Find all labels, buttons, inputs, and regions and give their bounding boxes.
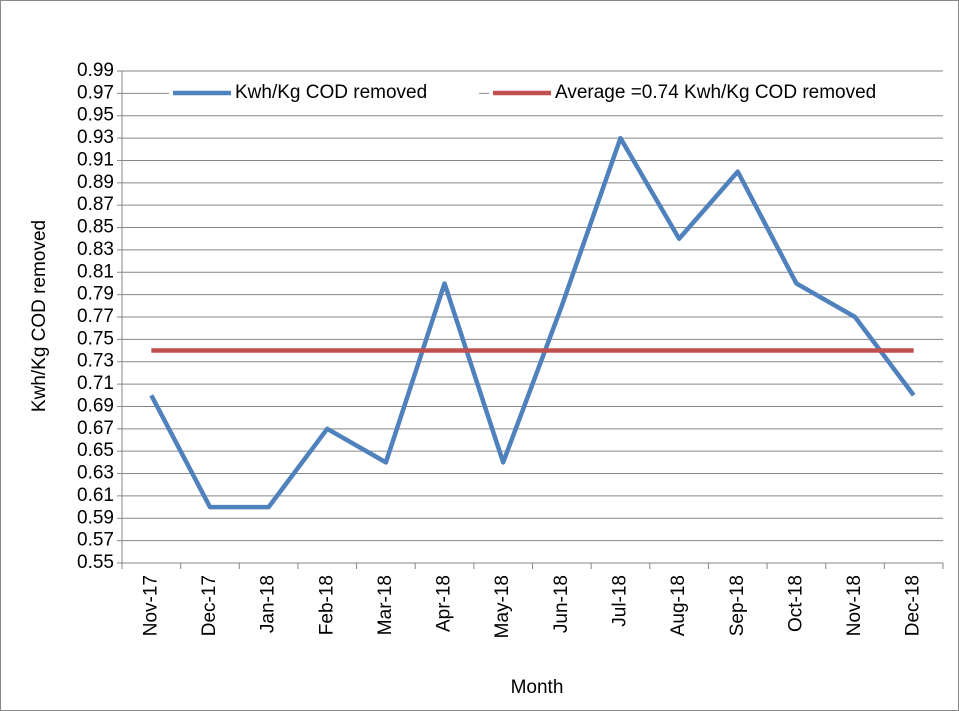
x-tick-label: May-18: [492, 575, 513, 638]
x-tick-label: Nov-17: [140, 575, 161, 636]
x-axis-label: Month: [511, 677, 564, 698]
y-tick-label: 0.87: [77, 194, 114, 215]
y-tick-label: 0.75: [77, 328, 114, 349]
y-tick-label: 0.63: [77, 463, 114, 484]
legend-bg: [489, 81, 943, 105]
y-tick-label: 0.71: [77, 373, 114, 394]
y-tick-label: 0.99: [77, 60, 114, 81]
y-tick-label: 0.91: [77, 149, 114, 170]
x-tick-label: Dec-18: [903, 575, 924, 636]
y-tick-label: 0.73: [77, 351, 114, 372]
y-tick-label: 0.93: [77, 127, 114, 148]
y-tick-label: 0.67: [77, 418, 114, 439]
x-tick-label: Jul-18: [609, 575, 630, 627]
y-axis-label: Kwh/Kg COD removed: [29, 220, 50, 412]
y-tick-label: 0.85: [77, 217, 114, 238]
x-tick-label: Feb-18: [316, 575, 337, 635]
x-tick-label: Sep-18: [727, 575, 748, 636]
y-tick-label: 0.55: [77, 552, 114, 573]
x-tick-label: Nov-18: [844, 575, 865, 636]
x-tick-label: Dec-17: [199, 575, 220, 636]
x-tick-label: Apr-18: [434, 575, 455, 632]
y-tick-label: 0.79: [77, 284, 114, 305]
x-tick-label: Oct-18: [785, 575, 806, 632]
y-tick-label: 0.89: [77, 172, 114, 193]
x-tick-label: Aug-18: [668, 575, 689, 636]
x-tick-label: Jun-18: [551, 575, 572, 633]
x-tick-label: Jan-18: [258, 575, 279, 633]
y-tick-label: 0.59: [77, 507, 114, 528]
legend-label: Kwh/Kg COD removed: [235, 82, 427, 103]
y-tick-label: 0.61: [77, 485, 114, 506]
data-line: [149, 135, 916, 510]
y-tick-label: 0.65: [77, 440, 114, 461]
y-tick-label: 0.57: [77, 530, 114, 551]
x-tick-label: Mar-18: [375, 575, 396, 635]
y-tick-label: 0.95: [77, 105, 114, 126]
y-tick-label: 0.69: [77, 395, 114, 416]
legend-label: Average =0.74 Kwh/Kg COD removed: [555, 82, 876, 103]
y-tick-label: 0.97: [77, 82, 114, 103]
y-tick-label: 0.77: [77, 306, 114, 327]
y-tick-label: 0.83: [77, 239, 114, 260]
y-tick-label: 0.81: [77, 261, 114, 282]
